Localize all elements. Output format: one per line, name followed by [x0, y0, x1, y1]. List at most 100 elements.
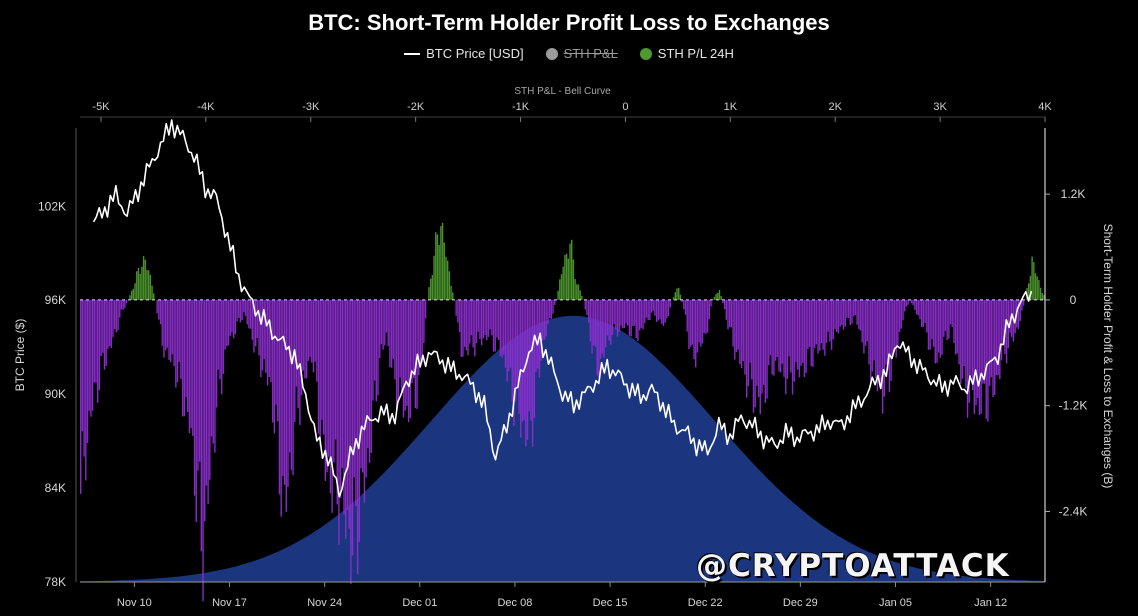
- loss-bar: [404, 299, 406, 411]
- loss-bar: [362, 299, 364, 473]
- profit-bar: [1043, 295, 1045, 300]
- loss-bar: [948, 299, 950, 339]
- loss-bar: [725, 299, 727, 320]
- loss-bar: [469, 299, 471, 344]
- profit-bar: [1039, 287, 1042, 300]
- loss-bar: [314, 299, 316, 362]
- profit-bar: [1034, 273, 1037, 300]
- loss-bar: [754, 299, 756, 408]
- loss-bar: [591, 299, 593, 354]
- loss-bar: [662, 299, 665, 327]
- loss-bar: [752, 299, 755, 413]
- loss-bar: [978, 299, 981, 415]
- loss-bar: [822, 299, 824, 350]
- loss-bar: [176, 299, 179, 383]
- profit-bar: [672, 297, 675, 300]
- x-tick-label: Dec 01: [402, 597, 437, 609]
- loss-bar: [278, 299, 281, 495]
- top-tick-label: -1K: [512, 101, 530, 113]
- loss-bar: [336, 299, 338, 505]
- loss-bar: [604, 299, 607, 348]
- legend-item-sth-24h[interactable]: STH P/L 24H: [639, 46, 734, 61]
- loss-bar: [163, 299, 165, 358]
- loss-bar: [783, 299, 785, 377]
- loss-bar: [919, 299, 921, 320]
- profit-bar: [567, 258, 569, 300]
- legend-label-sth-24h: STH P/L 24H: [657, 46, 734, 61]
- loss-bar: [260, 299, 262, 377]
- loss-bar: [526, 299, 529, 440]
- loss-bar: [834, 299, 836, 329]
- loss-bar: [531, 299, 534, 447]
- loss-bar: [329, 299, 332, 494]
- loss-bar: [647, 299, 649, 320]
- loss-bar: [328, 299, 330, 457]
- loss-bar: [650, 299, 653, 313]
- loss-bar: [936, 299, 938, 363]
- loss-bar: [686, 299, 688, 332]
- loss-bar: [939, 299, 942, 358]
- loss-bar: [283, 299, 286, 485]
- loss-bar: [747, 299, 750, 387]
- loss-bar: [491, 299, 493, 336]
- loss-bar: [621, 299, 624, 329]
- price-layer: [92, 119, 1033, 498]
- x-tick-label: Nov 24: [307, 597, 342, 609]
- legend-line-icon: [404, 52, 421, 55]
- loss-bar: [80, 299, 82, 494]
- loss-bar: [589, 299, 592, 342]
- loss-bar: [530, 299, 532, 421]
- loss-bar: [217, 299, 220, 370]
- loss-bar: [117, 299, 119, 331]
- loss-bar: [295, 299, 298, 387]
- loss-bar: [205, 299, 208, 486]
- loss-bar: [494, 299, 496, 352]
- loss-bar: [973, 299, 976, 415]
- loss-bar: [757, 299, 760, 398]
- top-tick-label: -3K: [302, 101, 320, 113]
- legend-item-price[interactable]: BTC Price [USD]: [404, 46, 524, 61]
- loss-bar: [95, 299, 97, 383]
- loss-bar: [885, 299, 887, 365]
- loss-bar: [949, 299, 952, 325]
- loss-bar: [830, 299, 833, 350]
- loss-bar: [319, 299, 321, 447]
- loss-bar: [742, 299, 744, 362]
- loss-bar: [261, 299, 264, 371]
- btc-price-line: [92, 119, 1033, 498]
- loss-bar: [654, 299, 656, 316]
- loss-bar: [584, 299, 586, 310]
- loss-bar: [778, 299, 780, 372]
- top-tick-label: -2K: [407, 101, 425, 113]
- loss-bar: [241, 299, 243, 320]
- top-tick-label: 3K: [933, 101, 947, 113]
- legend-item-sth[interactable]: STH P&L: [545, 46, 618, 61]
- loss-bar: [221, 299, 223, 395]
- loss-bar: [608, 299, 610, 341]
- loss-bar: [334, 299, 337, 440]
- loss-bar: [188, 299, 191, 434]
- loss-bar: [873, 299, 875, 361]
- loss-bar: [910, 299, 913, 304]
- loss-bar: [226, 299, 228, 347]
- loss-bar: [292, 299, 294, 476]
- loss-bar: [824, 299, 826, 356]
- loss-bar: [985, 299, 987, 419]
- loss-bar: [927, 299, 930, 350]
- loss-bar: [499, 299, 502, 357]
- profit-bar: [557, 290, 559, 300]
- loss-bar: [655, 299, 658, 322]
- loss-bar: [243, 299, 245, 313]
- loss-bar: [966, 299, 969, 418]
- loss-bar: [875, 299, 877, 379]
- loss-bar: [829, 299, 831, 342]
- loss-bar: [893, 299, 896, 351]
- loss-bar: [701, 299, 704, 344]
- loss-bar: [644, 299, 646, 324]
- loss-bar: [550, 299, 553, 319]
- profit-bar: [1041, 293, 1043, 300]
- loss-bar: [951, 299, 953, 327]
- profit-bar: [142, 256, 145, 300]
- loss-bar: [372, 299, 374, 401]
- loss-bar: [287, 299, 289, 488]
